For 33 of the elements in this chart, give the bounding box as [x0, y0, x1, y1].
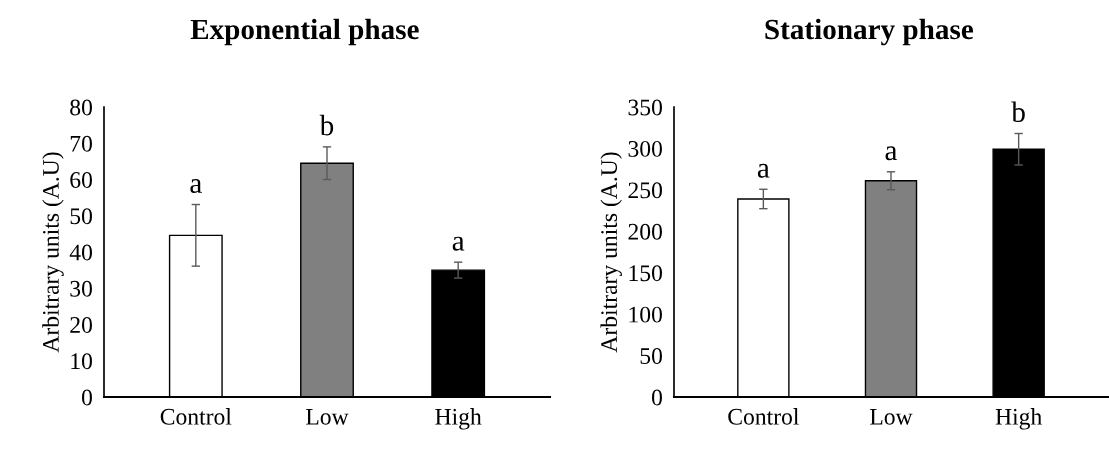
annotation: a: [757, 163, 770, 178]
y-tick-label: 250: [628, 182, 662, 199]
annotation: b: [1011, 101, 1025, 123]
y-axis-title: Arbitrary units (A.U): [600, 152, 622, 353]
y-tick-label: 100: [629, 306, 662, 323]
y-tick-label: 20: [70, 316, 92, 333]
y-tick-label: 80: [70, 99, 92, 116]
y-tick-label: 150: [629, 265, 662, 282]
x-tick-label: Control: [160, 408, 232, 425]
annotation: a: [452, 236, 465, 251]
y-tick-label: 200: [628, 223, 662, 240]
chart-title: Stationary phase: [765, 18, 973, 46]
y-tick-label: 300: [628, 140, 662, 157]
y-tick-label: 0: [651, 389, 662, 406]
y-tick-label: 30: [70, 280, 92, 297]
y-axis-title: Arbitrary units (A.U): [42, 152, 64, 353]
y-tick-label: 350: [628, 99, 662, 116]
annotation: a: [885, 146, 898, 161]
x-tick-label: High: [435, 408, 482, 430]
annotation: b: [319, 114, 334, 136]
y-tick-label: 50: [640, 348, 662, 364]
y-tick-label: 0: [81, 389, 92, 406]
x-tick-label: High: [995, 408, 1042, 430]
y-tick-label: 50: [70, 208, 92, 225]
chart-title: Exponential phase: [190, 18, 419, 46]
y-tick-label: 60: [70, 171, 92, 188]
x-tick-label: Low: [870, 409, 913, 425]
y-tick-label: 10: [71, 353, 92, 370]
x-tick-label: Low: [306, 409, 349, 425]
annotation: a: [190, 179, 202, 194]
y-tick-label: 40: [69, 244, 92, 261]
y-tick-label: 70: [70, 135, 92, 152]
x-tick-label: Control: [728, 408, 799, 425]
